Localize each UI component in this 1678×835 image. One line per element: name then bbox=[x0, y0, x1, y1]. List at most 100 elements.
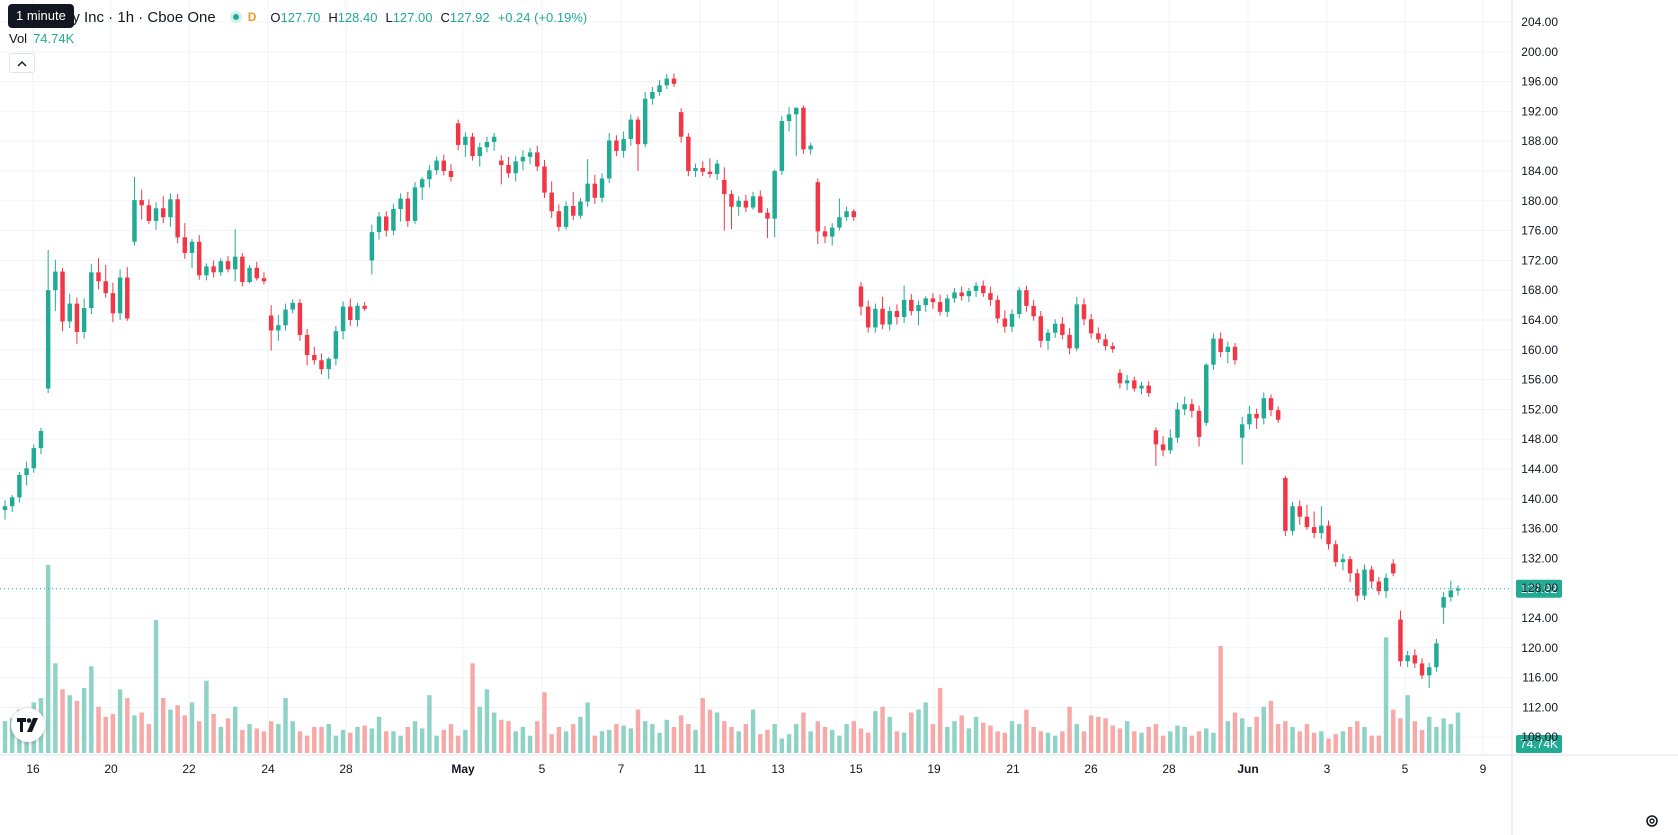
volume-bar bbox=[1067, 706, 1072, 753]
volume-bar bbox=[110, 713, 116, 753]
candle-body bbox=[1009, 314, 1015, 327]
candle-body bbox=[642, 98, 648, 145]
volume-bar bbox=[844, 724, 849, 753]
candle-body bbox=[1391, 563, 1396, 574]
candle-body bbox=[1355, 573, 1360, 596]
volume-bar bbox=[1261, 706, 1267, 753]
volume-bar bbox=[1391, 709, 1396, 753]
candle-body bbox=[384, 216, 389, 231]
candle-body bbox=[139, 200, 144, 206]
symbol-title[interactable]: gy Inc · 1h · Cboe One bbox=[64, 8, 216, 26]
candle-body bbox=[628, 119, 634, 139]
candle-body bbox=[1419, 663, 1425, 676]
close-value: C127.92 bbox=[440, 9, 490, 25]
candle-body bbox=[1412, 655, 1418, 664]
volume-bar bbox=[714, 712, 720, 753]
volume-bar bbox=[873, 711, 878, 753]
candle-body bbox=[204, 266, 209, 276]
volume-bar bbox=[750, 709, 756, 753]
volume-bar bbox=[153, 619, 159, 753]
candle-body bbox=[1124, 380, 1130, 384]
candle-body bbox=[355, 305, 360, 320]
volume-bar bbox=[1045, 732, 1051, 753]
y-tick-label: 152.00 bbox=[1521, 402, 1558, 416]
candle-body bbox=[268, 315, 274, 331]
volume-bar bbox=[1426, 716, 1432, 753]
volume-bar bbox=[139, 712, 144, 753]
candle-body bbox=[96, 272, 101, 282]
candle-body bbox=[1319, 525, 1324, 534]
y-tick-label: 120.00 bbox=[1521, 641, 1558, 655]
candle-body bbox=[959, 292, 964, 297]
candle-body bbox=[470, 136, 475, 157]
candle-body bbox=[1060, 323, 1065, 335]
volume-bar bbox=[621, 725, 626, 753]
candle-body bbox=[1304, 516, 1310, 528]
volume-bar bbox=[1347, 726, 1353, 753]
volume-bar bbox=[650, 724, 655, 753]
candle-body bbox=[1074, 304, 1079, 349]
volume-bar bbox=[1290, 726, 1295, 753]
chevron-up-icon[interactable] bbox=[9, 53, 35, 73]
candle-body bbox=[801, 107, 806, 150]
candle-body bbox=[153, 208, 159, 221]
candle-body bbox=[865, 306, 871, 328]
gear-icon[interactable] bbox=[1645, 814, 1659, 831]
candle-body bbox=[1175, 409, 1180, 438]
candle-body bbox=[664, 78, 669, 86]
volume-bar bbox=[146, 724, 152, 753]
volume-bar bbox=[1211, 732, 1216, 753]
candle-body bbox=[376, 216, 382, 233]
volume-value: 74.74K bbox=[33, 31, 75, 46]
volume-bar bbox=[1283, 721, 1288, 753]
candle-body bbox=[189, 241, 195, 253]
candle-body bbox=[1081, 304, 1087, 320]
y-tick-label: 148.00 bbox=[1521, 432, 1558, 446]
candle-body bbox=[1434, 643, 1439, 668]
volume-bar bbox=[2, 721, 8, 753]
volume-bar bbox=[1383, 637, 1389, 753]
volume-bar bbox=[362, 725, 367, 753]
candle-body bbox=[1333, 544, 1338, 563]
candle-body bbox=[463, 136, 468, 145]
volume-bar bbox=[966, 728, 972, 753]
volume-bar bbox=[254, 728, 259, 753]
candle-body bbox=[369, 232, 375, 261]
volume-bar bbox=[815, 721, 821, 753]
volume-bar bbox=[499, 719, 504, 753]
candle-body bbox=[894, 311, 900, 318]
x-tick-label: 24 bbox=[261, 762, 275, 776]
tradingview-logo-icon[interactable] bbox=[11, 708, 45, 742]
candle-body bbox=[671, 78, 677, 84]
volume-bar bbox=[829, 729, 835, 753]
candle-body bbox=[1189, 404, 1195, 411]
volume-bar bbox=[1340, 731, 1346, 753]
candle-body bbox=[1002, 318, 1008, 327]
y-tick-label: 172.00 bbox=[1521, 253, 1558, 267]
candle-body bbox=[283, 309, 288, 326]
volume-bar bbox=[1254, 716, 1259, 753]
candle-body bbox=[937, 302, 943, 312]
candle-body bbox=[1024, 290, 1029, 306]
volume-bar bbox=[491, 712, 497, 753]
candle-body bbox=[1326, 525, 1331, 545]
candle-body bbox=[736, 200, 741, 207]
volume-bar bbox=[340, 729, 346, 753]
y-tick-label: 116.00 bbox=[1522, 671, 1558, 685]
x-tick-label: 5 bbox=[539, 762, 546, 776]
candle-body bbox=[952, 292, 957, 299]
candle-body bbox=[707, 171, 713, 174]
volume-bar bbox=[556, 726, 562, 753]
volume-bar bbox=[355, 726, 360, 753]
candle-body bbox=[808, 145, 813, 150]
candle-body bbox=[743, 200, 749, 208]
volume-bar bbox=[412, 721, 418, 753]
volume-bar bbox=[434, 735, 439, 753]
symbol-legend: gy Inc · 1h · Cboe One D O127.70 H128.40… bbox=[0, 6, 587, 28]
x-tick-label: 22 bbox=[182, 762, 196, 776]
candle-body bbox=[1016, 290, 1022, 315]
volume-bar bbox=[952, 721, 957, 753]
candle-body bbox=[1311, 527, 1317, 534]
candle-body bbox=[585, 183, 590, 202]
